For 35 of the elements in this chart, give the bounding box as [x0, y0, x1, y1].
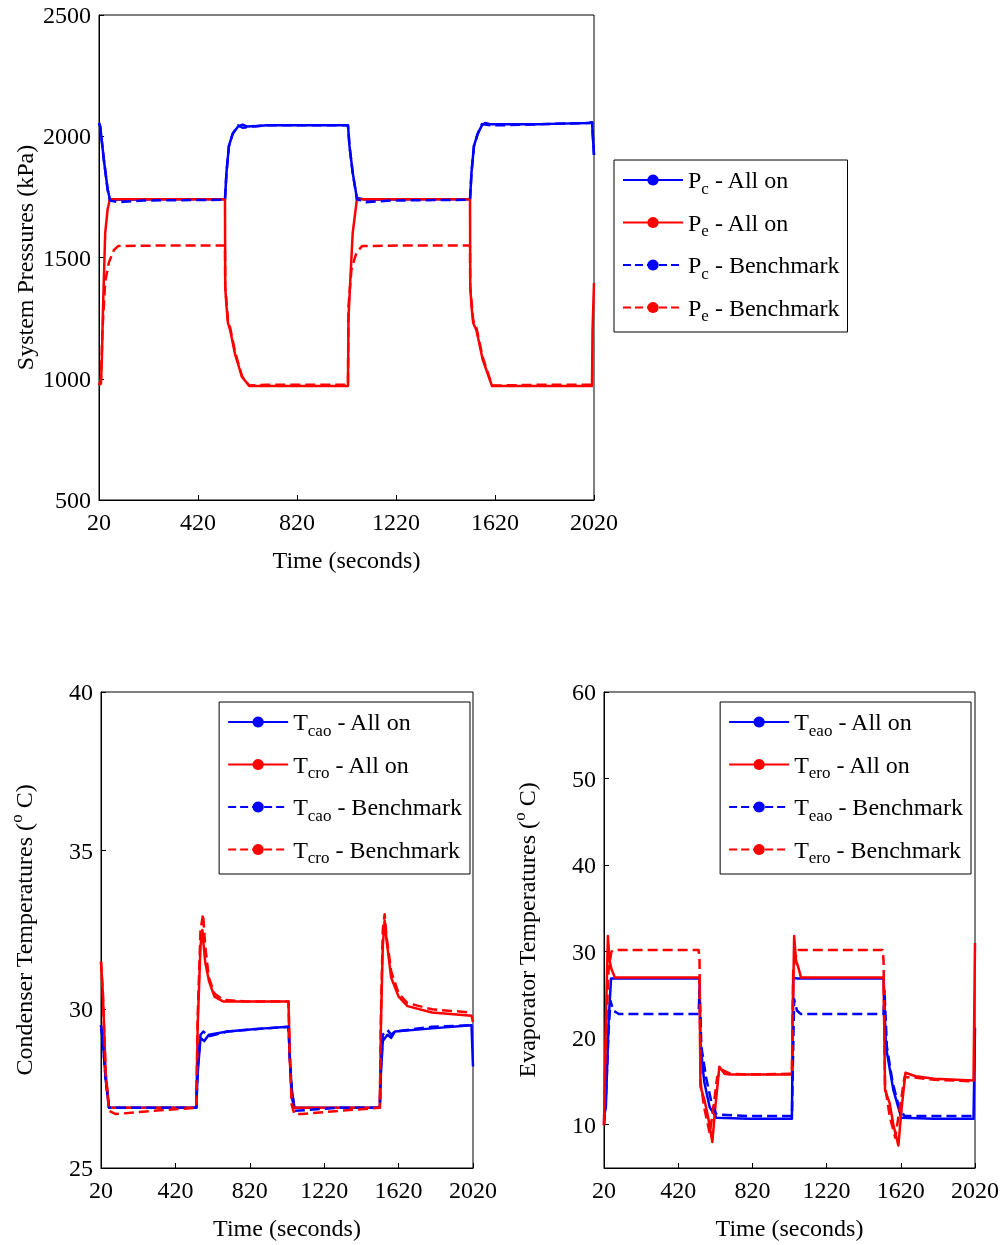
x-tick-label: 1620	[876, 1177, 925, 1203]
y-axis-title: Condenser Temperatures (o C)	[7, 784, 37, 1076]
y-tick-label: 2500	[43, 2, 91, 28]
y-tick-label: 30	[69, 996, 93, 1023]
x-tick-label: 1220	[802, 1177, 851, 1203]
y-tick-label: 40	[572, 852, 596, 879]
x-tick-label: 1620	[374, 1177, 423, 1203]
x-tick-label: 1220	[300, 1177, 349, 1203]
x-tick-label: 820	[734, 1177, 771, 1203]
y-tick-label: 60	[572, 679, 596, 705]
y-tick-label: 30	[572, 938, 596, 965]
y-axis-title: System Pressures (kPa)	[12, 144, 38, 371]
x-tick-label: 420	[157, 1177, 194, 1203]
y-tick-label: 35	[69, 837, 93, 864]
x-tick-label: 2020	[951, 1177, 999, 1203]
x-tick-label: 420	[180, 509, 216, 535]
y-tick-label: 20	[572, 1025, 596, 1052]
y-tick-label: 50	[572, 765, 596, 792]
x-tick-label: 2020	[449, 1177, 497, 1203]
x-axis-title: Time (seconds)	[213, 1215, 361, 1241]
x-tick-label: 420	[660, 1177, 697, 1203]
y-tick-label: 1000	[43, 365, 91, 392]
y-tick-label: 2000	[43, 123, 91, 150]
y-tick-label: 1500	[43, 244, 91, 271]
x-tick-label: 1220	[372, 509, 420, 535]
x-tick-label: 1620	[471, 509, 519, 535]
x-tick-label: 2020	[570, 509, 618, 535]
x-tick-label: 20	[592, 1177, 616, 1203]
y-tick-label: 10	[572, 1111, 596, 1138]
x-axis-title: Time (seconds)	[715, 1215, 864, 1241]
x-tick-label: 820	[279, 509, 315, 535]
y-axis-title: Evaporator Temperatures (o C)	[510, 782, 540, 1078]
x-tick-label: 820	[231, 1177, 268, 1203]
y-tick-label: 40	[69, 679, 93, 705]
x-axis-title: Time (seconds)	[272, 547, 421, 573]
